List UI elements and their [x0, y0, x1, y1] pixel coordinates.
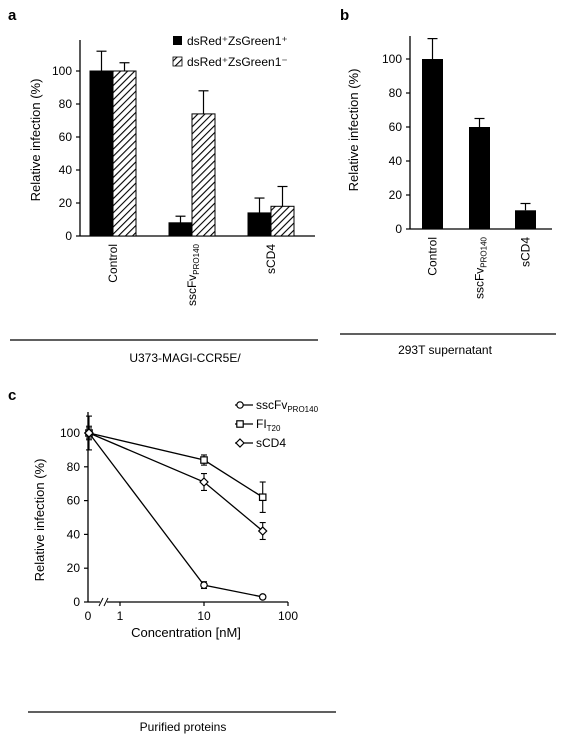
panel-letter-b: b — [340, 7, 349, 24]
panel-a-xlabels: Control sscFvPRO140 sCD4 — [106, 243, 278, 306]
legend-label-series-1: dsRed⁺ZsGreen1⁺ — [187, 34, 288, 48]
panel-b-xtick-label: sCD4 — [519, 237, 533, 267]
panel-a-bar — [89, 70, 114, 237]
panel-b-ytick-label: 100 — [382, 52, 402, 66]
panel-c-xtick-label: 10 — [197, 609, 211, 623]
legend-label: sscFvPRO140 — [256, 398, 319, 414]
panel-c-ytick-label: 80 — [67, 460, 81, 474]
axis-break-icon — [98, 597, 109, 607]
panel-c-yticks: 0 20 40 60 80 100 — [60, 426, 88, 609]
panel-b: Relative infection (%) 0 20 40 60 80 100 Cont… — [340, 36, 556, 357]
panel-c-ytick-label: 20 — [67, 561, 81, 575]
panel-c-ytick-label: 0 — [73, 595, 80, 609]
panel-b-yticks: 0 20 40 60 80 100 — [382, 52, 410, 236]
panel-c: Relative infection (%) 0 20 40 60 80 100 0 1 10… — [28, 398, 336, 734]
legend-label: sCD4 — [256, 436, 286, 450]
panel-letter-a: a — [8, 7, 17, 24]
panel-a-xtick-label: sscFvPRO140 — [185, 243, 201, 306]
panel-b-bars — [422, 37, 536, 229]
panel-c-series-line — [88, 432, 263, 598]
panel-b-ytick-label: 40 — [389, 154, 403, 168]
panel-c-lines — [84, 415, 268, 601]
legend-marker — [235, 438, 245, 448]
panel-b-bar — [422, 59, 443, 229]
panel-c-ylabel: Relative infection (%) — [32, 459, 47, 582]
panel-c-xtick-label: 100 — [278, 609, 298, 623]
panel-a-group-label: U373-MAGI-CCR5E/ — [129, 351, 241, 365]
panel-b-ytick-label: 60 — [389, 120, 403, 134]
panel-c-point — [84, 428, 94, 438]
panel-c-xtick-label: 1 — [117, 609, 124, 623]
panel-c-point — [199, 477, 209, 487]
panel-a-yticks: 0 20 40 60 80 100 — [52, 64, 80, 243]
panel-b-bar — [469, 127, 490, 229]
panel-c-point — [200, 456, 208, 464]
panel-a-bar — [112, 70, 137, 237]
panel-a-ytick-label: 40 — [59, 163, 73, 177]
panel-a-ytick-label: 20 — [59, 196, 73, 210]
panel-c-legend: sscFvPRO140 FIT20 sCD4 — [235, 398, 319, 450]
panel-c-xlabel: Concentration [nM] — [131, 625, 241, 640]
panel-c-point — [200, 581, 208, 589]
legend-marker — [236, 401, 244, 409]
panel-a-bar — [191, 113, 216, 237]
panel-a-ytick-label: 0 — [65, 229, 72, 243]
panel-b-xtick-label: Control — [426, 237, 440, 276]
panel-b-ytick-label: 20 — [389, 188, 403, 202]
panel-b-xlabels: Control sscFvPRO140 sCD4 — [426, 236, 533, 299]
panel-b-group-label: 293T supernatant — [398, 343, 493, 357]
panel-c-ytick-label: 40 — [67, 527, 81, 541]
panel-a-ylabel: Relative infection (%) — [28, 79, 43, 202]
panel-c-ytick-label: 60 — [67, 494, 81, 508]
panel-a-ytick-label: 60 — [59, 130, 73, 144]
panel-c-series-line — [88, 432, 264, 532]
legend-label: FIT20 — [256, 417, 281, 433]
panel-b-xtick-label: sscFvPRO140 — [473, 236, 489, 299]
panel-c-xticks: 0 1 10 100 — [85, 602, 298, 623]
panel-c-ytick-label: 100 — [60, 426, 80, 440]
panel-c-point — [258, 493, 267, 502]
panel-letter-c: c — [8, 387, 16, 404]
panel-c-group-label: Purified proteins — [140, 720, 227, 734]
legend-marker — [236, 420, 244, 428]
panel-b-bar — [515, 210, 536, 229]
panel-a-bar — [168, 222, 193, 237]
panel-c-point — [257, 526, 268, 536]
panel-a-ytick-label: 100 — [52, 64, 72, 78]
panel-c-point — [258, 593, 267, 601]
panel-a-bar — [247, 212, 272, 237]
legend-swatch-hatched — [172, 56, 183, 67]
panel-b-ylabel: Relative infection (%) — [346, 69, 361, 192]
legend-label-series-2: dsRed⁺ZsGreen1⁻ — [187, 55, 288, 69]
panel-a-bars — [89, 50, 295, 237]
panel-a-ytick-label: 80 — [59, 97, 73, 111]
legend-swatch-solid — [173, 36, 182, 45]
panel-b-ytick-label: 0 — [395, 222, 402, 236]
panel-a-xtick-label: sCD4 — [264, 244, 278, 274]
panel-c-xtick-label: 0 — [85, 609, 92, 623]
panel-b-ytick-label: 80 — [389, 86, 403, 100]
panel-a: Relative infection (%) 0 20 40 60 80 100 Cont… — [10, 34, 318, 365]
panel-a-bar — [270, 205, 295, 237]
panel-a-legend: dsRed⁺ZsGreen1⁺ dsRed⁺ZsGreen1⁻ — [172, 34, 288, 69]
panel-a-xtick-label: Control — [106, 244, 120, 283]
